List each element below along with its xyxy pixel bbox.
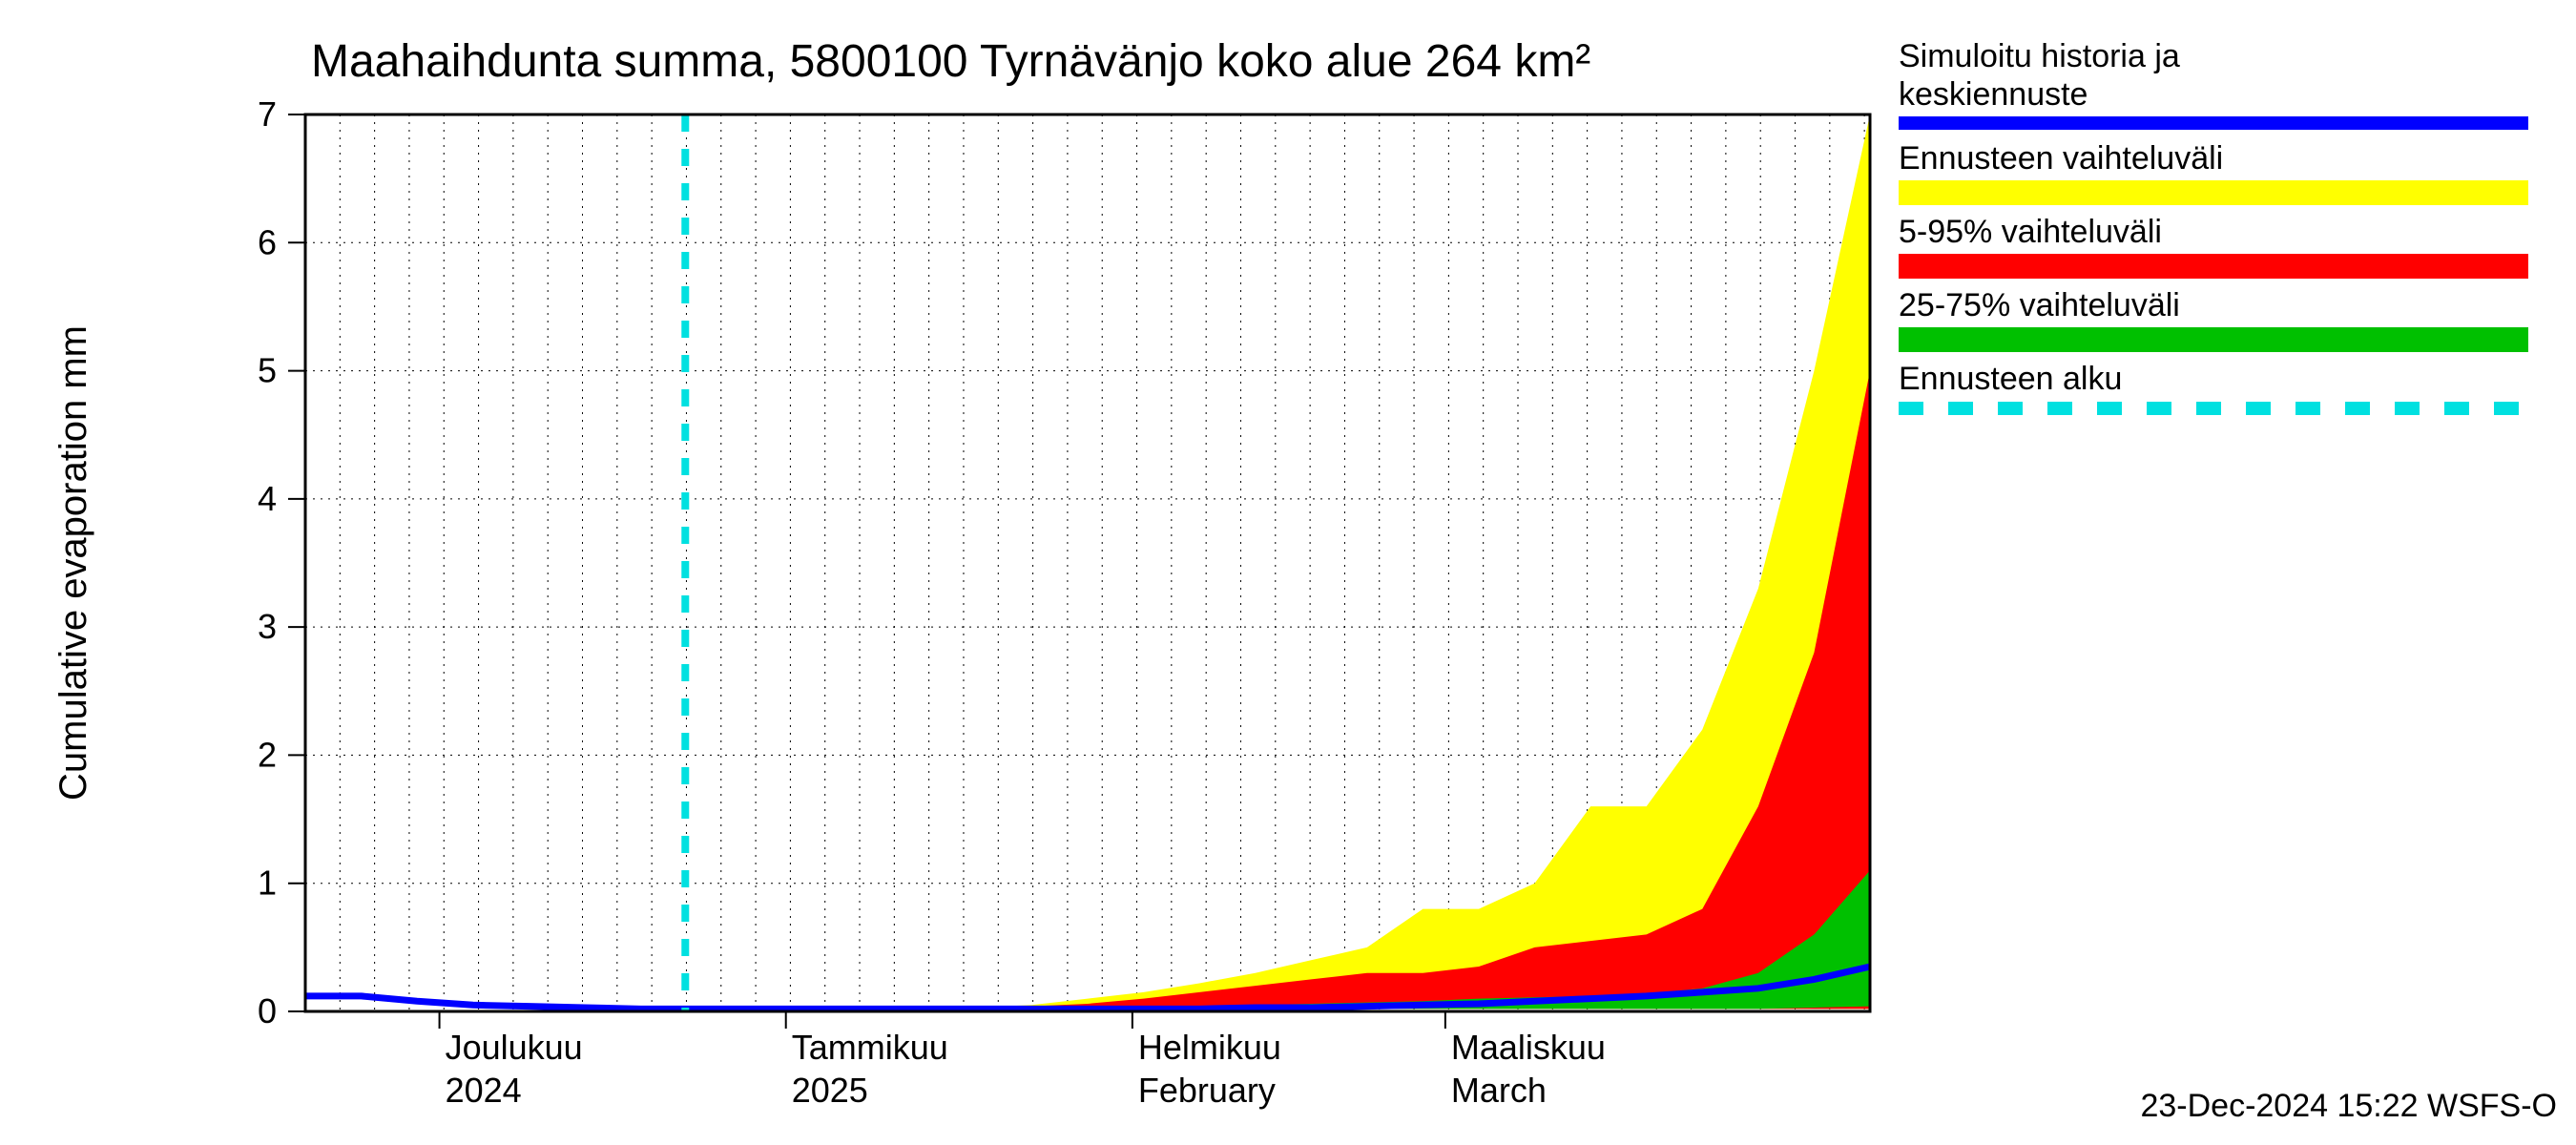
x-tick-label-top: Joulukuu <box>446 1028 583 1067</box>
legend-swatch <box>1899 116 2528 130</box>
x-tick-label-top: Tammikuu <box>792 1028 948 1067</box>
legend-label: 5-95% vaihteluväli <box>1899 214 2162 250</box>
legend-label: Simuloitu historia ja <box>1899 38 2180 74</box>
chart-svg: Maahaihdunta summa, 5800100 Tyrnävänjo k… <box>0 0 2576 1145</box>
legend-swatch <box>1899 180 2528 205</box>
x-tick-label-bot: 2025 <box>792 1071 868 1110</box>
x-tick-label-top: Helmikuu <box>1138 1028 1281 1067</box>
legend-swatch <box>1899 327 2528 352</box>
x-tick-label-bot: 2024 <box>446 1071 522 1110</box>
y-tick-label: 5 <box>258 351 277 390</box>
chart-title: Maahaihdunta summa, 5800100 Tyrnävänjo k… <box>311 36 1590 87</box>
legend-label: Ennusteen vaihteluväli <box>1899 140 2223 177</box>
footer-timestamp: 23-Dec-2024 15:22 WSFS-O <box>2140 1088 2557 1124</box>
x-tick-label-bot: March <box>1451 1071 1547 1110</box>
x-tick-label-top: Maaliskuu <box>1451 1028 1606 1067</box>
y-tick-label: 1 <box>258 864 277 903</box>
x-tick-label-bot: February <box>1138 1071 1276 1110</box>
y-tick-label: 3 <box>258 607 277 646</box>
chart-container: Maahaihdunta summa, 5800100 Tyrnävänjo k… <box>0 0 2576 1145</box>
legend-swatch <box>1899 254 2528 279</box>
legend-label: Ennusteen alku <box>1899 361 2122 397</box>
y-axis-label: Cumulative evaporation mm <box>52 325 94 801</box>
y-tick-label: 7 <box>258 94 277 134</box>
legend-label: keskiennuste <box>1899 76 2088 113</box>
legend-label: 25-75% vaihteluväli <box>1899 287 2180 323</box>
y-tick-label: 4 <box>258 479 277 518</box>
y-tick-label: 6 <box>258 222 277 261</box>
y-tick-label: 2 <box>258 735 277 774</box>
y-tick-label: 0 <box>258 991 277 1030</box>
